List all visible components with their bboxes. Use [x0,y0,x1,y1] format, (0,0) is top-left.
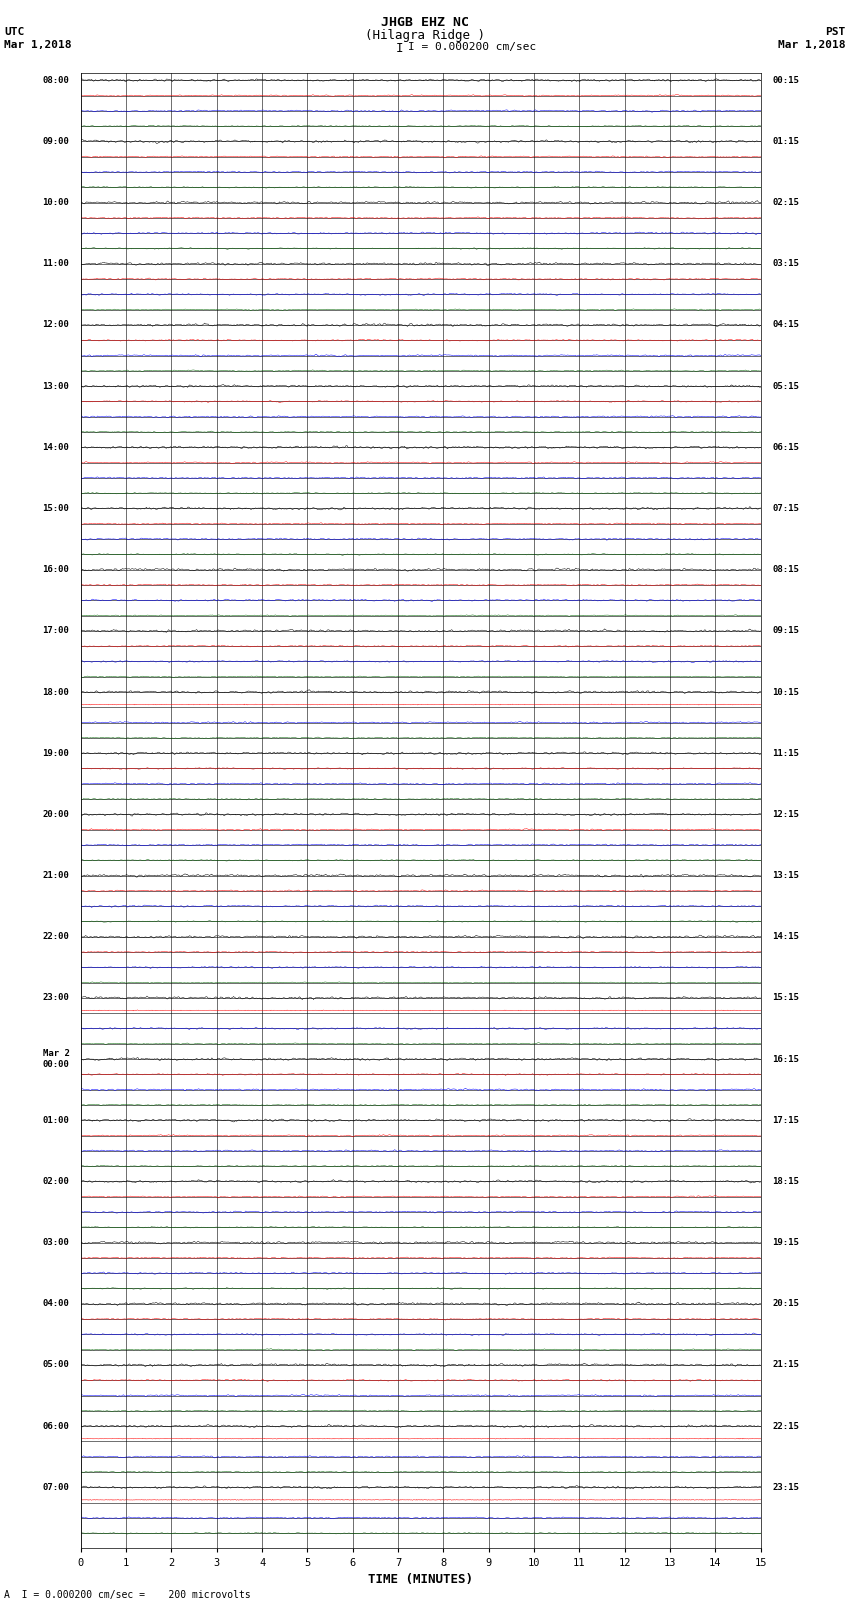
Text: 08:15: 08:15 [772,565,799,574]
Text: 01:15: 01:15 [772,137,799,145]
Text: UTC: UTC [4,27,25,37]
Text: 06:15: 06:15 [772,444,799,452]
Text: 22:00: 22:00 [42,932,70,942]
Text: 13:00: 13:00 [42,382,70,390]
Text: 06:00: 06:00 [42,1421,70,1431]
Text: 16:15: 16:15 [772,1055,799,1063]
Text: 05:00: 05:00 [42,1360,70,1369]
Text: 10:15: 10:15 [772,687,799,697]
Text: I = 0.000200 cm/sec: I = 0.000200 cm/sec [408,42,536,52]
Text: 01:00: 01:00 [42,1116,70,1124]
Text: 20:00: 20:00 [42,810,70,819]
Text: 10:00: 10:00 [42,198,70,206]
Text: 23:00: 23:00 [42,994,70,1002]
Text: 04:00: 04:00 [42,1300,70,1308]
Text: 00:00: 00:00 [42,1060,70,1069]
Text: 21:15: 21:15 [772,1360,799,1369]
Text: 15:00: 15:00 [42,503,70,513]
Text: 19:15: 19:15 [772,1239,799,1247]
Text: 20:15: 20:15 [772,1300,799,1308]
Text: 02:15: 02:15 [772,198,799,206]
Text: 07:15: 07:15 [772,503,799,513]
Text: 05:15: 05:15 [772,382,799,390]
Text: A  I = 0.000200 cm/sec =    200 microvolts: A I = 0.000200 cm/sec = 200 microvolts [4,1590,251,1600]
Text: 13:15: 13:15 [772,871,799,881]
Text: 03:00: 03:00 [42,1239,70,1247]
Text: PST: PST [825,27,846,37]
Text: 19:00: 19:00 [42,748,70,758]
Text: (Hilagra Ridge ): (Hilagra Ridge ) [365,29,485,42]
Text: 14:15: 14:15 [772,932,799,942]
Text: 23:15: 23:15 [772,1482,799,1492]
Text: 08:00: 08:00 [42,76,70,85]
Text: 22:15: 22:15 [772,1421,799,1431]
Text: 18:00: 18:00 [42,687,70,697]
Text: 18:15: 18:15 [772,1177,799,1186]
Text: 07:00: 07:00 [42,1482,70,1492]
Text: Mar 1,2018: Mar 1,2018 [4,40,71,50]
Text: 17:00: 17:00 [42,626,70,636]
Text: 12:15: 12:15 [772,810,799,819]
Text: 03:15: 03:15 [772,260,799,268]
Text: 11:15: 11:15 [772,748,799,758]
Text: JHGB EHZ NC: JHGB EHZ NC [381,16,469,29]
Text: 04:15: 04:15 [772,321,799,329]
Text: 15:15: 15:15 [772,994,799,1002]
Text: 12:00: 12:00 [42,321,70,329]
Text: Mar 2: Mar 2 [42,1050,70,1058]
X-axis label: TIME (MINUTES): TIME (MINUTES) [368,1573,473,1586]
Text: 09:15: 09:15 [772,626,799,636]
Text: Mar 1,2018: Mar 1,2018 [779,40,846,50]
Text: 11:00: 11:00 [42,260,70,268]
Text: 21:00: 21:00 [42,871,70,881]
Text: 00:15: 00:15 [772,76,799,85]
Text: 17:15: 17:15 [772,1116,799,1124]
Text: 09:00: 09:00 [42,137,70,145]
Text: 16:00: 16:00 [42,565,70,574]
Text: 14:00: 14:00 [42,444,70,452]
Text: I: I [396,42,403,55]
Text: 02:00: 02:00 [42,1177,70,1186]
